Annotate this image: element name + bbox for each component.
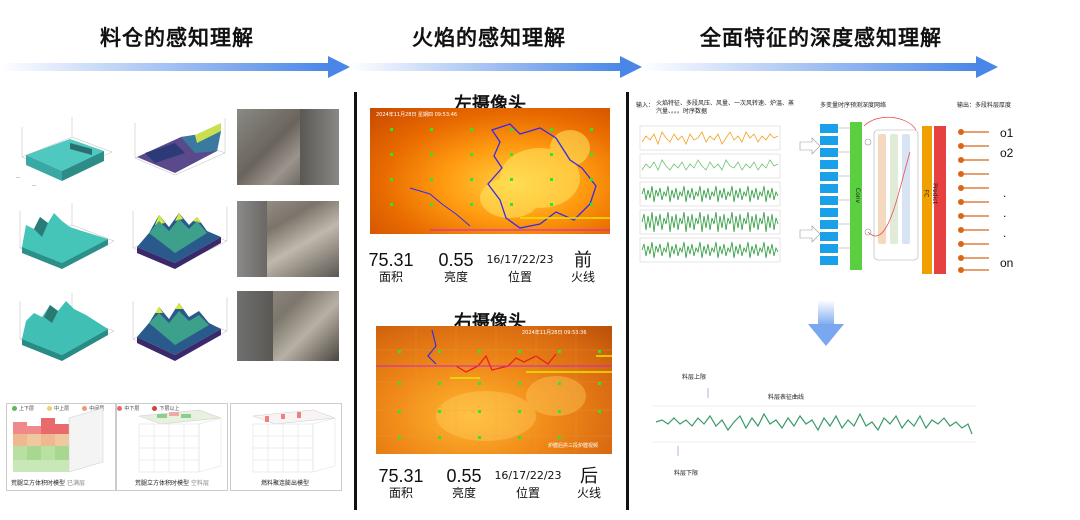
left-camera-timestamp: 2024年11月28日 星期四 09:53:46 — [376, 112, 458, 118]
output-o1: o1 — [1000, 126, 1014, 140]
output-o2: o2 — [1000, 146, 1014, 160]
left-area-label: 面积 — [378, 270, 403, 284]
svg-text:—: — — [16, 175, 20, 180]
left-fireline-label: 火线 — [570, 270, 595, 284]
header-deep: 全面特征的深度感知理解 — [700, 26, 942, 50]
silo-panel: — — — [0, 95, 350, 515]
curve-label: 料层表征曲线 — [768, 394, 805, 401]
surface-plot-1b — [134, 118, 226, 176]
left-area-stat: 75.31 面积 — [366, 250, 416, 284]
left-position-stat: 16/17/22/23 位置 — [484, 250, 556, 284]
volume-model-caption-1: 荒腿立方体积时模型 — [11, 480, 66, 487]
right-camera-timestamp: 2024年11月28日 09:53:36 — [522, 330, 587, 336]
volume-model-box-1: 荒腿立方体积时模型 已满层 — [6, 403, 116, 491]
upper-limit-label: 料层上限 — [682, 374, 707, 381]
output-dot-3: . — [1003, 226, 1007, 240]
volume-model-chart-2 — [138, 409, 222, 473]
input-text: 火焰特征、多段风压、风量、一次风转速、炉温、蒸汽量、。。。时序数据 — [656, 100, 795, 115]
output-dot-1: . — [1003, 186, 1007, 200]
volume-model-box-2: 荒腿立方体积时模型 空料层 — [116, 403, 228, 491]
input-cell-column — [820, 124, 838, 265]
right-brightness-value: 0.55 — [446, 466, 482, 486]
waveform-light-green — [641, 159, 779, 171]
right-camera-watermark: 炉膛后拱三段炉膛视频 — [548, 443, 599, 449]
right-area-label: 面积 — [388, 486, 413, 500]
network-label: 多变量时序预测深度网络 — [820, 102, 887, 109]
legend-item: 中上层 — [47, 405, 69, 412]
legend-item: 中间层 — [82, 405, 104, 412]
surface-plot-3b — [132, 297, 228, 361]
volume-model-box-3: 燃料聚连膨出模型 — [230, 403, 342, 491]
output-dot-2: . — [1003, 206, 1007, 220]
left-camera-feed: 2024年11月28日 星期四 09:53:46 — [370, 108, 610, 234]
silo-photo-2-wall — [237, 201, 267, 277]
fc-layer — [922, 126, 932, 274]
left-camera-overlay — [390, 123, 610, 231]
left-fireline-value: 前 — [574, 250, 592, 270]
left-position-value: 16/17/22/23 — [486, 253, 554, 266]
right-fireline-label: 火线 — [576, 486, 601, 500]
input-waveforms — [639, 125, 781, 263]
flow-arrow-middle — [350, 56, 642, 78]
legend-item: 中下层 — [117, 405, 139, 412]
right-position-label: 位置 — [515, 486, 540, 500]
right-brightness-label: 亮度 — [451, 486, 476, 500]
volume-model-chart-1 — [13, 407, 104, 473]
silo-photo-3-wall — [237, 291, 273, 361]
left-brightness-label: 亮度 — [443, 270, 468, 284]
legend-item: 上下层 — [12, 405, 34, 412]
silo-photo-1-wall — [300, 109, 339, 185]
right-position-stat: 16/17/22/23 位置 — [492, 466, 564, 500]
left-brightness-stat: 0.55 亮度 — [432, 250, 480, 284]
output-label: 输出：多段料层厚度 — [957, 102, 1012, 109]
volume-model-sublabel-1: 已满层 — [67, 480, 86, 487]
volume-model-sublabel-2: 空料层 — [191, 480, 210, 487]
right-brightness-stat: 0.55 亮度 — [440, 466, 488, 500]
fc-label: FC — [922, 189, 930, 198]
volume-model-chart-3 — [252, 409, 336, 473]
surface-plot-2b — [132, 207, 228, 269]
output-pins — [958, 129, 989, 273]
surface-plot-1a: —— — [16, 117, 113, 188]
thickness-curve-line — [655, 412, 973, 435]
predict-layer — [934, 126, 946, 274]
waveform-green-2 — [641, 211, 779, 233]
right-fireline-stat: 后 火线 — [572, 466, 606, 500]
svg-text:—: — — [32, 183, 36, 188]
conv-layer — [850, 122, 862, 270]
legend-item: 下层以上 — [152, 405, 179, 412]
surface-plot-2a — [19, 203, 115, 269]
right-camera-overlay — [376, 326, 612, 454]
thickness-curve — [652, 388, 976, 456]
left-position-label: 位置 — [507, 270, 532, 284]
surface-plot-3a — [19, 293, 115, 361]
flow-arrow-left — [0, 56, 350, 78]
volume-model-caption-2: 荒腿立方体积时模型 — [135, 480, 190, 487]
network-diagram — [799, 116, 946, 274]
right-camera-feed: 2024年11月28日 09:53:36 炉膛后拱三段炉膛视频 — [376, 326, 612, 454]
right-area-value: 75.31 — [378, 466, 424, 486]
divider-right — [626, 92, 629, 510]
volume-legend: 上下层 中上层 中间层 中下层 下层以上 — [12, 395, 212, 414]
right-position-value: 16/17/22/23 — [494, 469, 562, 482]
waveform-orange — [641, 131, 779, 146]
waveform-green-3 — [641, 241, 779, 259]
lower-limit-label: 料层下限 — [674, 470, 699, 477]
left-fireline-stat: 前 火线 — [566, 250, 600, 284]
input-label: 输入： — [636, 102, 655, 109]
right-fireline-value: 后 — [580, 466, 598, 486]
left-area-value: 75.31 — [368, 250, 414, 270]
divider-left — [354, 92, 357, 510]
right-area-stat: 75.31 面积 — [376, 466, 426, 500]
output-on: on — [1000, 256, 1014, 270]
header-flame: 火焰的感知理解 — [412, 26, 566, 50]
flow-arrow-right — [642, 56, 998, 78]
down-arrow — [808, 300, 844, 346]
volume-model-caption-3: 燃料聚连膨出模型 — [261, 480, 310, 487]
predict-label: Predict — [930, 183, 938, 204]
conv-label: Conv — [854, 187, 862, 204]
left-brightness-value: 0.55 — [438, 250, 474, 270]
waveform-green-1 — [641, 185, 779, 203]
header-silo: 料仓的感知理解 — [100, 26, 254, 50]
